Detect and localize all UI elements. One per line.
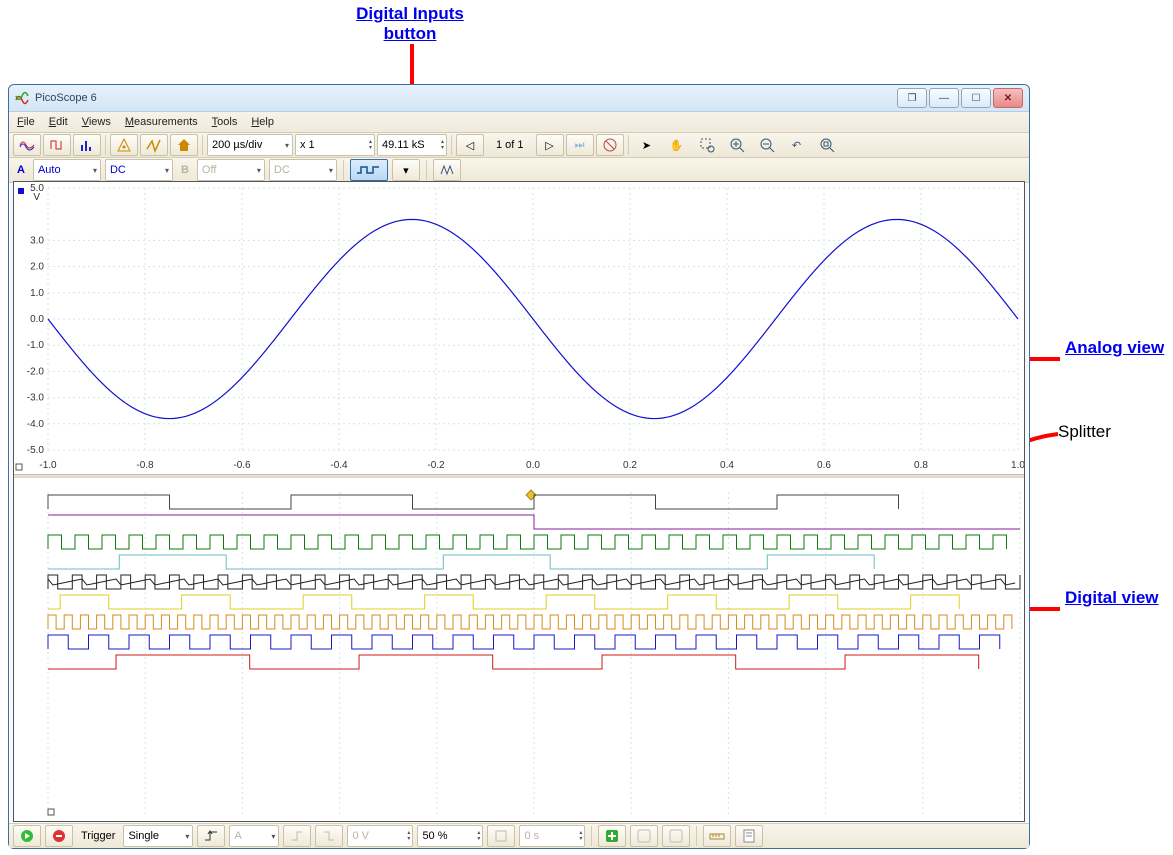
digital-view[interactable]: x1.0 ms D7D6D5D4G1D3D2D1D0 ⊟ (14, 478, 1024, 821)
zoom-in-icon[interactable] (723, 134, 751, 156)
clear-buffer-icon[interactable] (596, 134, 624, 156)
spectrum-mode-icon[interactable] (73, 134, 101, 156)
timebase-select[interactable]: 200 µs/div (207, 134, 293, 156)
trigger-edge-icon[interactable] (197, 825, 225, 847)
callout-analog-view: Analog view (1065, 338, 1164, 358)
svg-text:1.0: 1.0 (30, 288, 44, 299)
zoom-out-icon[interactable] (753, 134, 781, 156)
svg-text:-1.0: -1.0 (27, 340, 45, 351)
channel-b-coupling[interactable]: DC (269, 159, 337, 181)
svg-text:V: V (33, 192, 40, 203)
svg-text:3.0: 3.0 (30, 235, 44, 246)
zoom-fit-icon[interactable] (813, 134, 841, 156)
persistence-mode-icon[interactable] (43, 134, 71, 156)
svg-text:2.0: 2.0 (30, 262, 44, 273)
measurements-edit-icon[interactable] (630, 825, 658, 847)
svg-text:-5.0: -5.0 (27, 445, 45, 456)
svg-text:0.0: 0.0 (30, 314, 44, 325)
scope-mode-icon[interactable] (13, 134, 41, 156)
home-icon[interactable] (170, 134, 198, 156)
svg-text:-2.0: -2.0 (27, 366, 45, 377)
trigger-label: Trigger (77, 830, 119, 842)
digital-inputs-button[interactable] (350, 159, 388, 181)
stop-button[interactable] (45, 825, 73, 847)
svg-text:0.4: 0.4 (720, 460, 734, 471)
channel-a-coupling[interactable]: DC (105, 159, 173, 181)
pointer-tool-icon[interactable]: ➤ (633, 134, 661, 156)
zoom-select-icon[interactable] (693, 134, 721, 156)
svg-text:0.8: 0.8 (914, 460, 928, 471)
svg-text:-4.0: -4.0 (27, 419, 45, 430)
trigger-advanced-icon[interactable] (487, 825, 515, 847)
analog-view[interactable]: -5.0-4.0-3.0-2.0-1.00.01.02.03.05.0V-1.0… (14, 182, 1024, 474)
close-button[interactable]: ✕ (993, 88, 1023, 108)
menu-measurements[interactable]: Measurements (125, 116, 198, 128)
maximize-button[interactable]: ☐ (961, 88, 991, 108)
channel-b-range[interactable]: Off (197, 159, 265, 181)
svg-text:0.0: 0.0 (526, 460, 540, 471)
svg-text:-0.6: -0.6 (233, 460, 251, 471)
rulers-icon[interactable] (703, 825, 731, 847)
undo-zoom-icon[interactable]: ↶ (783, 134, 811, 156)
trigger-falling-icon[interactable] (315, 825, 343, 847)
channel-a-label[interactable]: A (13, 164, 29, 176)
app-icon (15, 91, 29, 105)
trigger-level-spin[interactable]: 0 V (347, 825, 413, 847)
page-last-icon[interactable]: ⏭ (566, 134, 594, 156)
measurements-delete-icon[interactable] (662, 825, 690, 847)
trigger-rising-icon[interactable] (283, 825, 311, 847)
titlebar[interactable]: PicoScope 6 ❐ — ☐ ✕ (9, 85, 1029, 112)
digital-inputs-dropdown-icon[interactable]: ▾ (392, 159, 420, 181)
menu-help[interactable]: Help (251, 116, 274, 128)
window-title: PicoScope 6 (35, 92, 97, 104)
restore-button[interactable]: ❐ (897, 88, 927, 108)
svg-text:1.0: 1.0 (1011, 460, 1024, 471)
menu-tools[interactable]: Tools (212, 116, 238, 128)
svg-text:-0.4: -0.4 (330, 460, 348, 471)
toolbar-main: 200 µs/div x 1 49.11 kS ◁ 1 of 1 ▷ ⏭ ➤ ✋… (9, 133, 1029, 158)
pretrigger-spin[interactable]: 50 % (417, 825, 483, 847)
samples-spin[interactable]: 49.11 kS (377, 134, 447, 156)
minimize-button[interactable]: — (929, 88, 959, 108)
math-channel-icon[interactable] (433, 159, 461, 181)
channel-a-range[interactable]: Auto (33, 159, 101, 181)
zoom-spin[interactable]: x 1 (295, 134, 375, 156)
app-window: PicoScope 6 ❐ — ☐ ✕ File Edit Views Meas… (8, 84, 1030, 849)
callout-digital-inputs: Digital Inputs button (335, 4, 485, 45)
svg-text:0.2: 0.2 (623, 460, 637, 471)
menu-edit[interactable]: Edit (49, 116, 68, 128)
menu-file[interactable]: File (17, 116, 35, 128)
svg-text:0.6: 0.6 (817, 460, 831, 471)
menubar: File Edit Views Measurements Tools Help (9, 112, 1029, 133)
hand-tool-icon[interactable]: ✋ (663, 134, 691, 156)
notes-icon[interactable] (735, 825, 763, 847)
svg-text:-0.2: -0.2 (427, 460, 445, 471)
svg-text:-1.0: -1.0 (39, 460, 57, 471)
page-prev-icon[interactable]: ◁ (456, 134, 484, 156)
channel-b-label[interactable]: B (177, 164, 193, 176)
trigger-channel-select[interactable]: A (229, 825, 279, 847)
statusbar: Trigger Single A 0 V 50 % 0 s (9, 823, 1029, 848)
callout-splitter: Splitter (1058, 422, 1111, 442)
svg-text:-3.0: -3.0 (27, 393, 45, 404)
chart-area: -5.0-4.0-3.0-2.0-1.00.01.02.03.05.0V-1.0… (13, 181, 1025, 822)
signal-gen-icon[interactable] (110, 134, 138, 156)
svg-text:-0.8: -0.8 (136, 460, 154, 471)
callout-digital-view: Digital view (1065, 588, 1159, 608)
menu-views[interactable]: Views (82, 116, 111, 128)
measurements-add-icon[interactable] (598, 825, 626, 847)
demo-signal-icon[interactable] (140, 134, 168, 156)
page-indicator: 1 of 1 (486, 139, 534, 151)
toolbar-channels: A Auto DC B Off DC ▾ (9, 158, 1029, 183)
trigger-mode-select[interactable]: Single (123, 825, 193, 847)
page-next-icon[interactable]: ▷ (536, 134, 564, 156)
run-button[interactable] (13, 825, 41, 847)
trigger-delay-spin[interactable]: 0 s (519, 825, 585, 847)
